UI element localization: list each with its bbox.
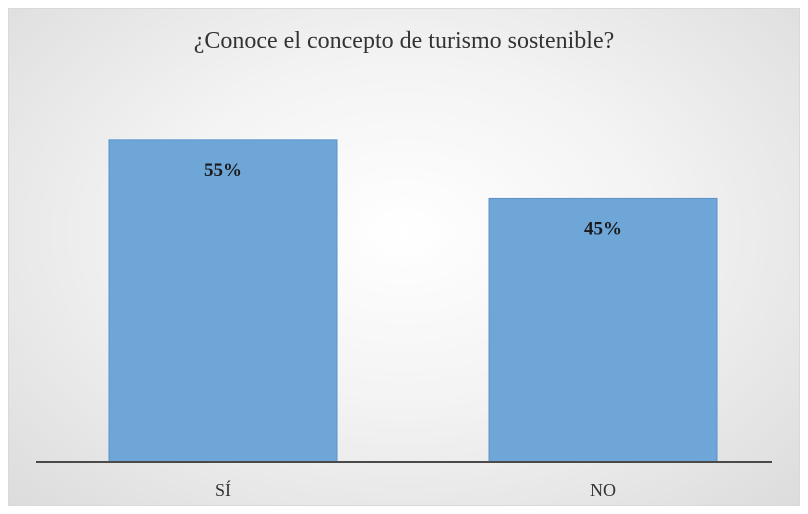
data-label-no: 45% (584, 218, 622, 239)
bar-si (108, 139, 338, 463)
data-label-si: 55% (204, 160, 242, 181)
chart-title: ¿Conoce el concepto de turismo sostenibl… (193, 28, 615, 54)
bars-group (108, 139, 718, 463)
bar-no (488, 197, 718, 463)
category-label-no: NO (590, 480, 616, 500)
category-label-si: SÍ (215, 479, 231, 500)
labels-group: 55% SÍ 45% NO (204, 160, 622, 500)
